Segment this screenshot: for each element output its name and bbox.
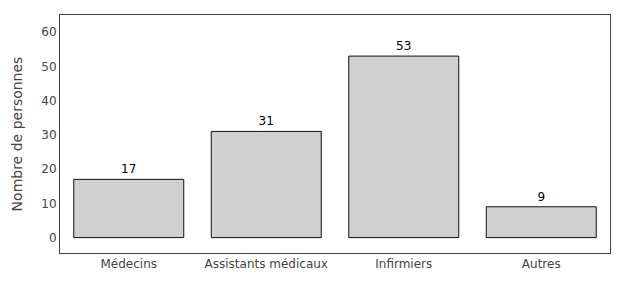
svg-text:9: 9 [537,190,545,204]
svg-text:Médecins: Médecins [100,257,157,271]
svg-text:Nombre de personnes: Nombre de personnes [9,57,25,212]
svg-text:Infirmiers: Infirmiers [375,257,432,271]
svg-text:Autres: Autres [522,257,561,271]
svg-text:53: 53 [396,39,411,53]
svg-text:50: 50 [41,60,56,74]
svg-text:17: 17 [121,162,136,176]
svg-text:0: 0 [49,231,57,245]
svg-text:10: 10 [41,197,56,211]
svg-text:Assistants médicaux: Assistants médicaux [205,257,328,271]
svg-text:60: 60 [41,25,56,39]
svg-text:40: 40 [41,94,56,108]
svg-text:20: 20 [41,162,56,176]
svg-text:31: 31 [259,114,274,128]
svg-text:30: 30 [41,128,56,142]
